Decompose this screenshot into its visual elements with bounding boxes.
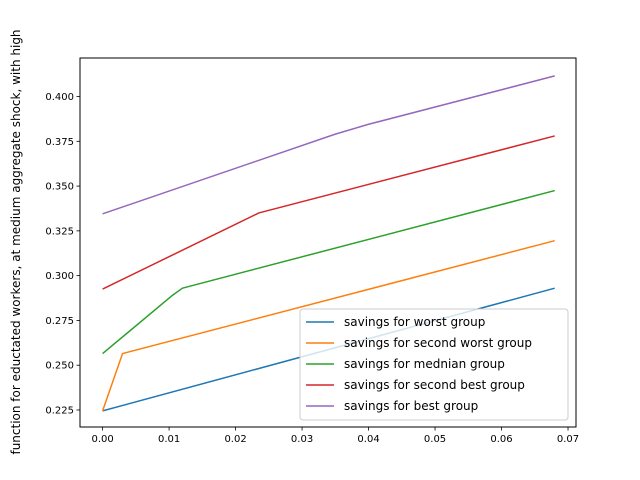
y-tick-label: 0.325 xyxy=(45,226,74,237)
x-tick-label: 0.04 xyxy=(357,434,379,445)
x-tick-label: 0.03 xyxy=(291,434,313,445)
legend-label: savings for best group xyxy=(344,399,478,413)
x-tick-label: 0.02 xyxy=(224,434,246,445)
series-line-3 xyxy=(102,189,555,355)
y-tick-label: 0.350 xyxy=(45,182,74,193)
y-tick-label: 0.375 xyxy=(45,137,74,148)
series-line-4 xyxy=(102,135,555,290)
y-axis: 0.225 0.250 0.275 0.300 0.325 0.350 0.375 0.400 xyxy=(45,92,80,416)
legend-label: savings for second best group xyxy=(344,378,525,392)
legend-label: savings for worst group xyxy=(344,315,485,329)
x-tick-label: 0.06 xyxy=(490,434,512,445)
plot-frame xyxy=(79,57,577,428)
x-tick-label: 0.05 xyxy=(424,434,446,445)
legend-box xyxy=(299,308,569,421)
x-tick-label: 0.00 xyxy=(91,434,113,445)
x-tick-label: 0.01 xyxy=(158,434,180,445)
y-tick-label: 0.300 xyxy=(45,271,74,282)
y-tick-label: 0.225 xyxy=(45,405,74,416)
legend-label: savings for mednian group xyxy=(344,357,505,371)
x-tick-label: 0.07 xyxy=(557,434,579,445)
x-axis: 0.00 0.01 0.02 0.03 0.04 0.05 0.06 0.07 xyxy=(91,427,579,445)
y-tick-label: 0.400 xyxy=(45,92,74,103)
series-line-2 xyxy=(101,239,555,412)
y-axis-label: function for eductated workers, at mediu… xyxy=(9,29,23,454)
legend: savings for worst group savings for secon… xyxy=(299,308,569,421)
y-tick-label: 0.275 xyxy=(45,316,74,327)
y-tick-label: 0.250 xyxy=(45,361,74,372)
legend-label: savings for second worst group xyxy=(344,336,532,350)
series-line-5 xyxy=(102,75,555,215)
